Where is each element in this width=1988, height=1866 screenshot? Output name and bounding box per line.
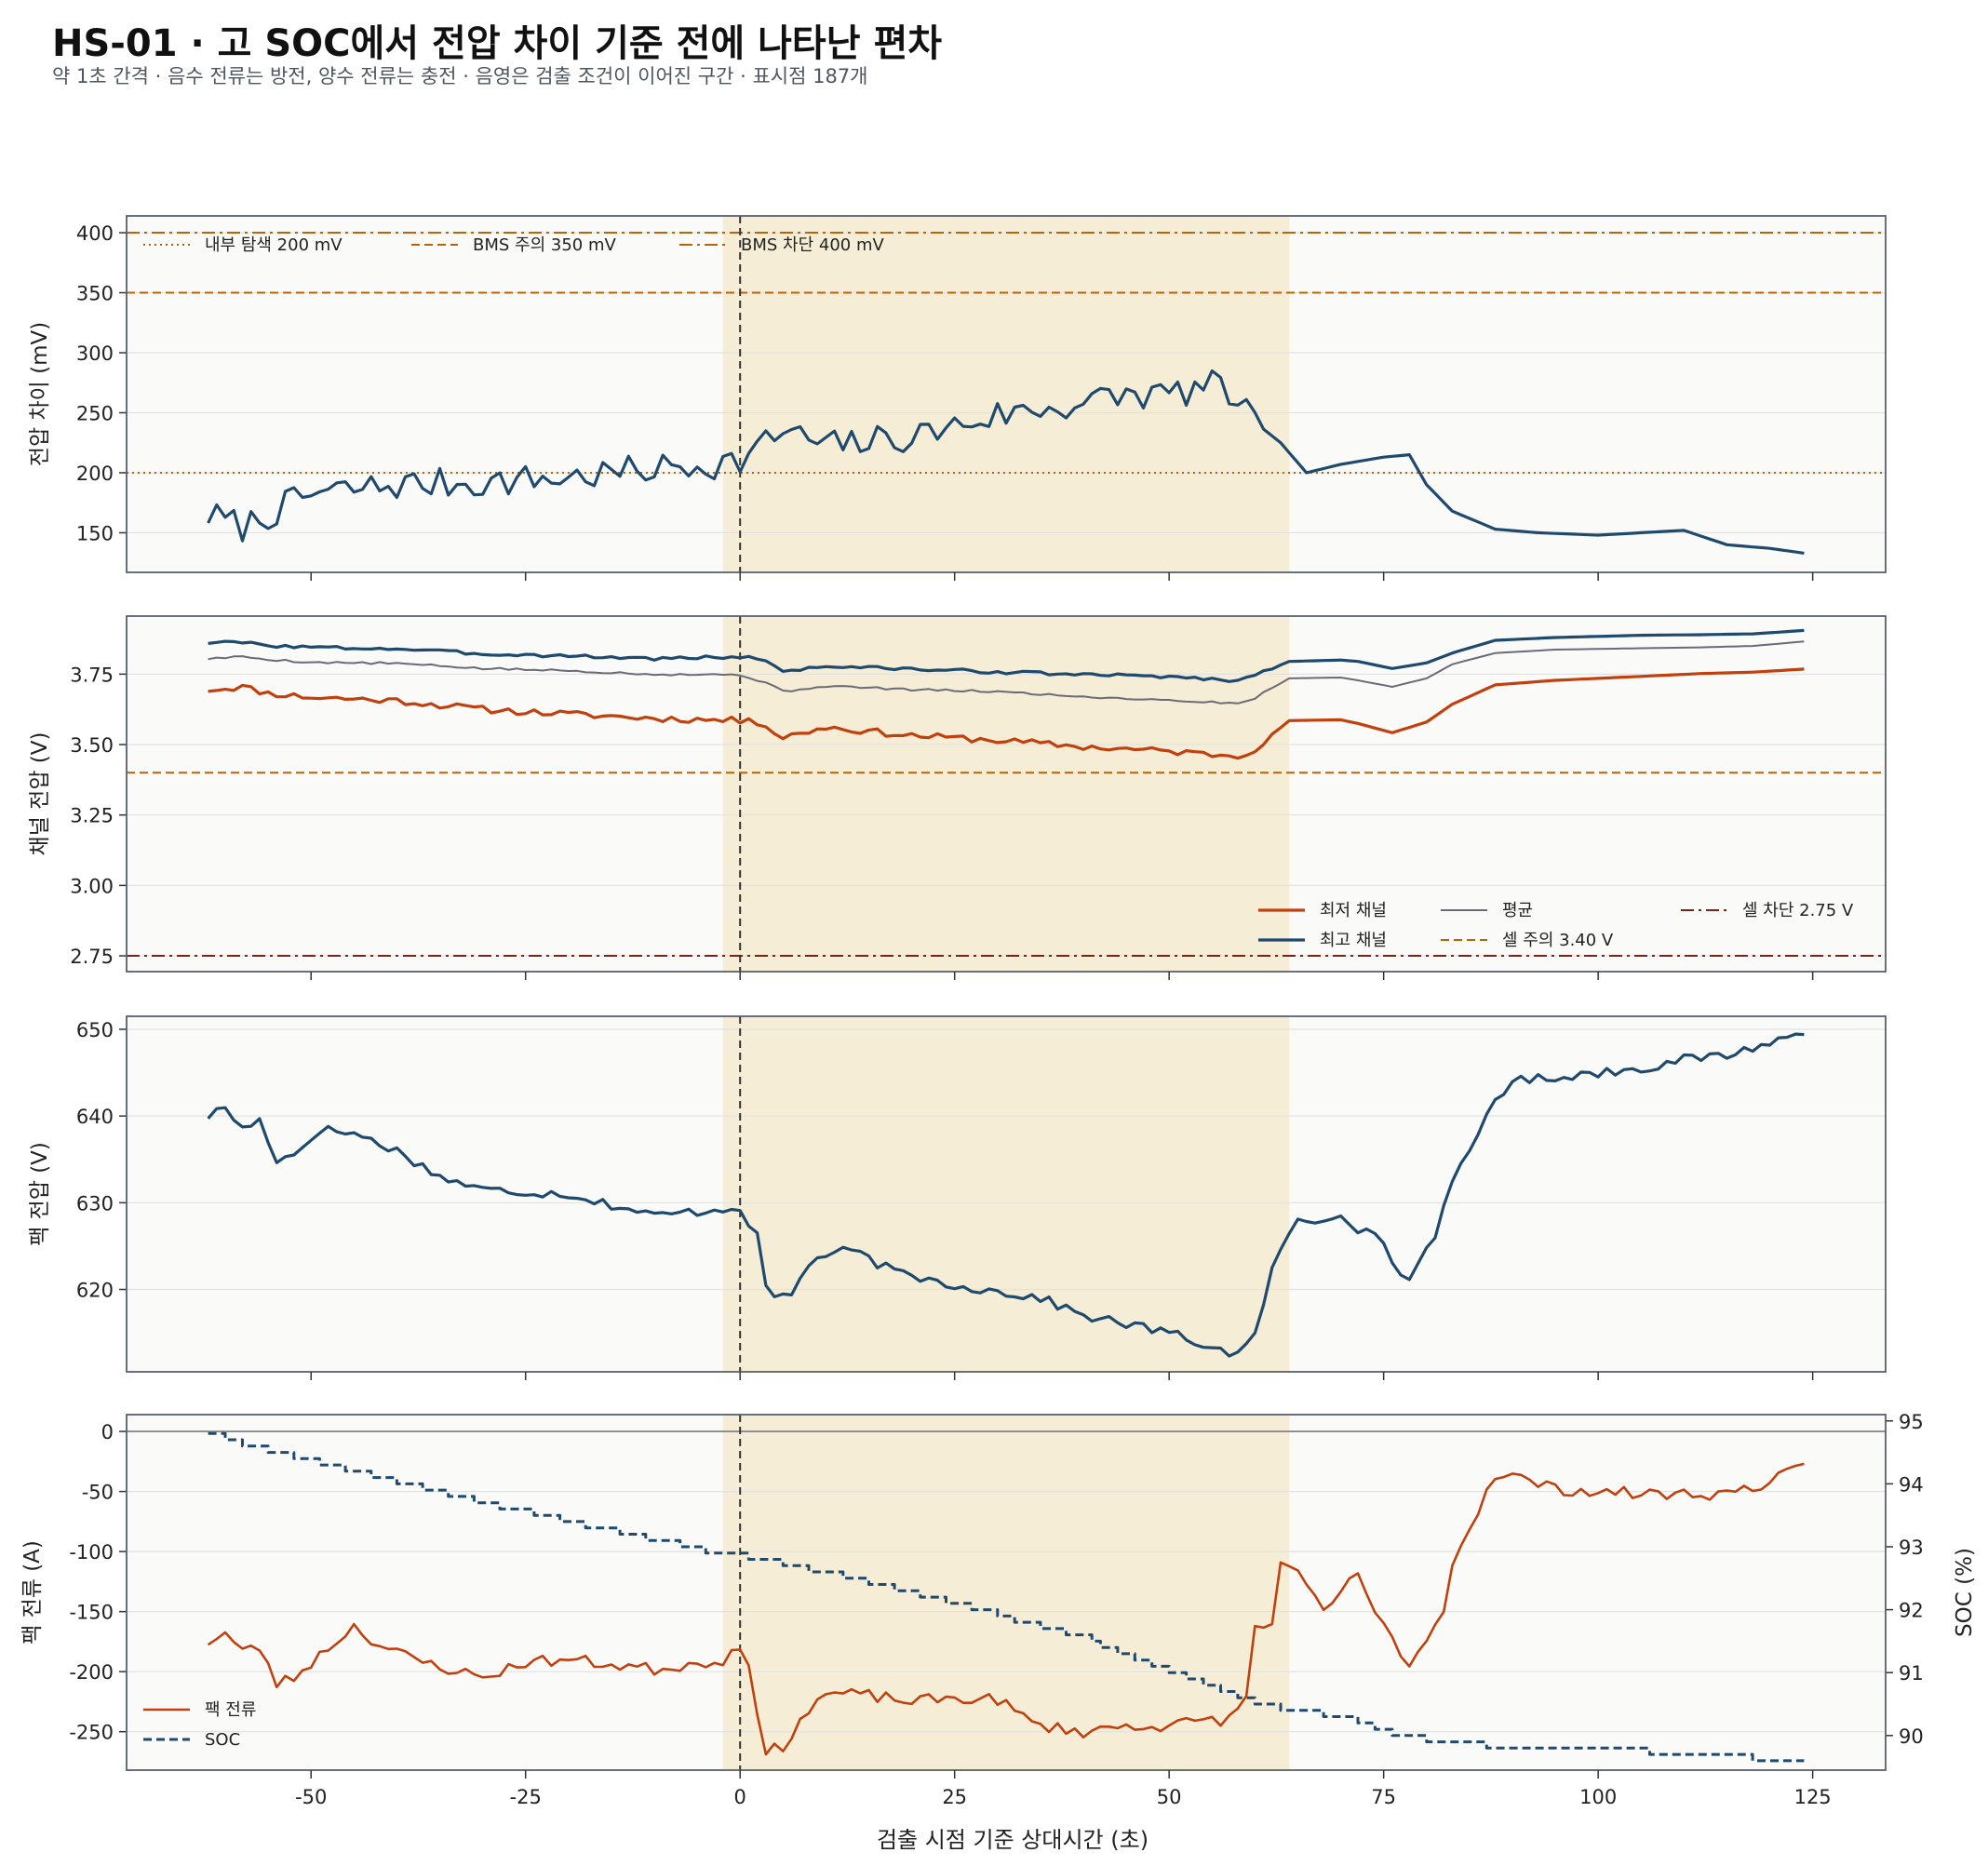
- y-tick-label: 350: [76, 283, 114, 305]
- x-tick-label: 100: [1579, 1786, 1617, 1808]
- y-tick-label: -250: [69, 1722, 114, 1744]
- x-tick-label: -50: [295, 1786, 327, 1808]
- y-tick-label: 300: [76, 342, 114, 365]
- y-axis-label: 채널 전압 (V): [28, 732, 52, 856]
- y-tick-label: 3.75: [70, 664, 114, 686]
- right-y-tick-label: 93: [1899, 1537, 1924, 1559]
- legend-item: 최저 채널: [1320, 901, 1387, 920]
- y-tick-label: 250: [76, 402, 114, 424]
- y-tick-label: -150: [69, 1602, 114, 1624]
- panel-frame: [126, 215, 1887, 573]
- series-line-최고 채널: [208, 628, 1805, 683]
- y-tick-label: 650: [76, 1019, 114, 1041]
- chart-title: HS-01 · 고 SOC에서 전압 차이 기준 전에 나타난 편차: [52, 22, 943, 65]
- right-y-tick-label: 92: [1899, 1600, 1924, 1622]
- y-tick-label: 200: [76, 463, 114, 485]
- legend-item: BMS 주의 350 mV: [473, 235, 616, 255]
- series-line: [207, 1032, 1805, 1358]
- detection-shaded-region: [722, 1016, 1290, 1372]
- detection-shaded-region: [722, 216, 1290, 572]
- y-axis-label: 팩 전압 (V): [28, 1142, 52, 1246]
- x-tick-label: 25: [942, 1786, 967, 1808]
- y-tick-label: 3.25: [70, 805, 114, 827]
- series-line-팩 전류: [207, 1462, 1805, 1756]
- y-tick-label: -100: [69, 1541, 114, 1564]
- y-tick-label: 640: [76, 1106, 114, 1128]
- legend-item: 셀 주의 3.40 V: [1502, 931, 1614, 950]
- panel-frame: [126, 1015, 1887, 1373]
- panel-delta: 150 200 250 300 350 400 전압 차이 (mV) 내부 탐색 200 mV…: [28, 215, 1887, 581]
- y-tick-label: 3.00: [70, 875, 114, 897]
- x-tick-label: 50: [1157, 1786, 1182, 1808]
- y-axis-label: 팩 전류 (A): [20, 1540, 45, 1644]
- right-y-tick-label: 90: [1899, 1725, 1924, 1748]
- panel-pack_v: 620 630 640 650 팩 전압 (V): [28, 1015, 1887, 1380]
- detection-shaded-region: [722, 616, 1290, 972]
- y-tick-label: -200: [69, 1661, 114, 1684]
- legend-item: 팩 전류: [205, 1700, 256, 1720]
- series-line-평균: [208, 640, 1805, 705]
- y-tick-label: 0: [101, 1421, 114, 1443]
- legend-item: 셀 차단 2.75 V: [1742, 901, 1854, 920]
- x-tick-label: 125: [1794, 1786, 1832, 1808]
- chart-subtitle: 약 1초 간격 · 음수 전류는 방전, 양수 전류는 충전 · 음영은 검출 …: [52, 65, 868, 87]
- y-axis-label: 전압 차이 (mV): [28, 322, 52, 466]
- panel-frame: [126, 1414, 1887, 1771]
- x-axis-label: 검출 시점 기준 상대시간 (초): [877, 1827, 1148, 1853]
- legend-item: SOC: [205, 1730, 240, 1750]
- series-line-SOC: [208, 1431, 1805, 1763]
- panel-frame: [126, 615, 1887, 973]
- y-tick-label: -50: [82, 1482, 114, 1504]
- y-tick-label: 620: [76, 1279, 114, 1301]
- y-tick-label: 150: [76, 522, 114, 544]
- right-y-tick-label: 95: [1899, 1411, 1924, 1433]
- series-line-최저 채널: [208, 667, 1805, 760]
- legend-item: 내부 탐색 200 mV: [205, 235, 343, 255]
- x-tick-label: 75: [1371, 1786, 1396, 1808]
- y-tick-label: 630: [76, 1192, 114, 1215]
- right-y-tick-label: 91: [1899, 1662, 1924, 1685]
- right-y-axis-label: SOC (%): [1953, 1548, 1977, 1637]
- right-y-tick-label: 94: [1899, 1473, 1924, 1496]
- y-tick-label: 2.75: [70, 946, 114, 968]
- detection-shaded-region: [722, 1415, 1290, 1770]
- x-tick-label: -25: [510, 1786, 542, 1808]
- y-tick-label: 400: [76, 222, 114, 245]
- series-line: [207, 369, 1805, 555]
- y-tick-label: 3.50: [70, 734, 114, 757]
- legend-item: BMS 차단 400 mV: [741, 235, 884, 255]
- legend-item: 평균: [1502, 901, 1533, 920]
- legend-item: 최고 채널: [1320, 931, 1387, 950]
- x-tick-label: 0: [734, 1786, 746, 1808]
